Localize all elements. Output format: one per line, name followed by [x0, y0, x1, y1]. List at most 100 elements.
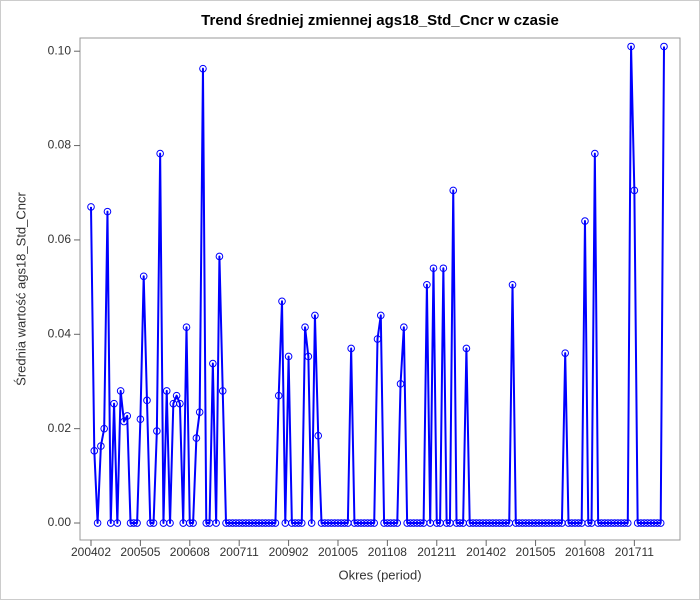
marker [189, 519, 197, 527]
marker [120, 417, 128, 426]
marker [591, 149, 599, 158]
y-tick-label: 0.02 [48, 421, 72, 435]
x-tick-label: 200902 [269, 545, 309, 559]
x-tick-label: 201108 [368, 545, 407, 559]
marker [439, 264, 448, 273]
marker [218, 387, 227, 395]
marker [166, 519, 174, 527]
marker [133, 519, 141, 527]
marker [116, 387, 125, 395]
x-tick-label: 200505 [120, 545, 160, 559]
marker [400, 323, 408, 332]
marker [449, 186, 458, 195]
x-tick-label: 201505 [516, 545, 556, 559]
marker [136, 415, 145, 424]
marker [429, 264, 438, 273]
marker [584, 519, 593, 527]
marker [278, 297, 286, 306]
marker [456, 519, 464, 527]
marker [103, 207, 112, 216]
marker [393, 519, 402, 527]
marker [123, 412, 132, 420]
marker [100, 424, 108, 433]
marker [311, 311, 319, 320]
marker [268, 519, 276, 527]
marker [376, 311, 385, 320]
marker [462, 344, 471, 353]
marker [149, 519, 158, 527]
marker [182, 323, 191, 332]
x-tick-label: 201711 [615, 545, 654, 559]
marker [653, 519, 662, 527]
marker [373, 335, 382, 343]
marker [202, 519, 211, 527]
marker [581, 217, 589, 225]
chart-title: Trend średniej zmiennej ags18_Std_Cncr w… [201, 12, 559, 29]
marker [554, 519, 563, 527]
x-axis-title: Okres (period) [338, 567, 421, 582]
marker [90, 447, 99, 455]
marker [390, 519, 398, 527]
y-tick-label: 0.04 [48, 326, 72, 340]
y-tick-label: 0.00 [48, 515, 72, 529]
marker [199, 64, 207, 73]
marker [660, 42, 668, 51]
x-tick-label: 201005 [318, 545, 358, 559]
marker [656, 519, 665, 527]
marker [209, 359, 217, 368]
plot-frame [79, 37, 681, 541]
marker [442, 519, 451, 527]
x-tick-label: 200711 [220, 545, 259, 559]
marker [139, 272, 148, 281]
marker [97, 442, 105, 450]
marker [623, 519, 632, 527]
marker [620, 519, 629, 527]
marker [574, 519, 583, 527]
marker [502, 519, 510, 527]
x-tick-label: 200402 [71, 545, 111, 559]
y-axis-title: Średnia wartość ags18_Std_Cncr [13, 192, 28, 386]
marker [93, 519, 102, 527]
marker [192, 434, 201, 442]
x-tick-label: 201402 [466, 545, 506, 559]
marker [307, 519, 316, 527]
marker [630, 186, 639, 195]
x-tick-label: 201608 [565, 545, 605, 559]
marker [130, 519, 138, 527]
marker [195, 408, 204, 416]
marker [508, 280, 517, 289]
marker [347, 344, 355, 353]
marker [156, 149, 164, 158]
marker [561, 349, 570, 357]
marker [172, 391, 181, 400]
marker [314, 431, 323, 440]
marker [87, 203, 95, 211]
marker [627, 42, 635, 51]
x-tick-label: 200608 [170, 545, 210, 559]
marker [176, 399, 184, 408]
marker [271, 519, 280, 527]
marker [367, 519, 375, 527]
marker [432, 519, 441, 527]
marker [294, 519, 303, 527]
marker [370, 519, 379, 527]
marker [143, 396, 151, 405]
marker [162, 387, 171, 395]
marker [215, 252, 224, 261]
y-tick-label: 0.10 [48, 43, 72, 57]
y-tick-label: 0.08 [48, 138, 72, 152]
marker [212, 519, 220, 527]
marker [416, 519, 425, 527]
marker [340, 519, 349, 527]
marker [284, 352, 293, 361]
marker [185, 519, 194, 527]
marker [110, 399, 118, 408]
x-tick-label: 201211 [417, 545, 456, 559]
marker [396, 380, 405, 388]
marker [301, 323, 309, 332]
marker [297, 519, 306, 527]
y-tick-label: 0.06 [48, 232, 72, 246]
marker [113, 519, 122, 527]
marker [423, 280, 431, 289]
